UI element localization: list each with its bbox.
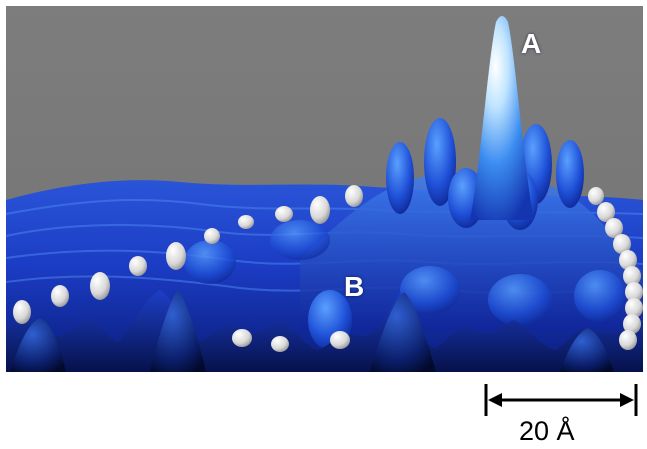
central-hill: [300, 173, 643, 330]
scale-bar: [484, 384, 638, 416]
front-cones: [10, 290, 614, 372]
scale-bar-label: 20 Å: [519, 416, 575, 446]
label-a: A: [521, 28, 542, 59]
peak-a: [470, 16, 534, 220]
adatom-arc-left: [13, 185, 363, 352]
adatom-arc-right: [588, 187, 643, 350]
label-b: B: [344, 271, 365, 302]
